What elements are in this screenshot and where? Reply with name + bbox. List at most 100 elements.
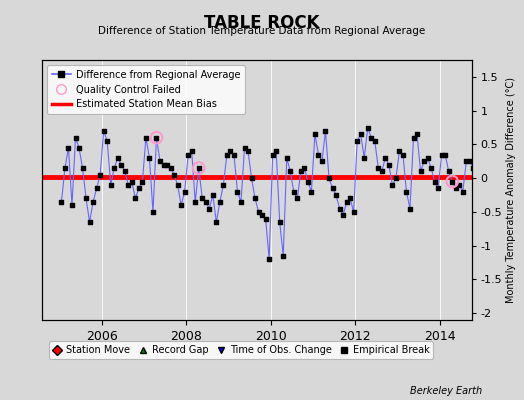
Point bbox=[100, 128, 108, 134]
Point bbox=[370, 138, 379, 144]
Point bbox=[121, 168, 129, 175]
Point bbox=[364, 124, 372, 131]
Point bbox=[307, 188, 315, 195]
Point bbox=[276, 219, 284, 225]
Point bbox=[452, 185, 460, 192]
Point bbox=[230, 151, 238, 158]
Point bbox=[321, 128, 330, 134]
Point bbox=[233, 188, 242, 195]
Point bbox=[448, 178, 456, 185]
Point bbox=[156, 158, 164, 164]
Point bbox=[378, 168, 386, 175]
Point bbox=[360, 155, 368, 161]
Point bbox=[64, 144, 73, 151]
Point bbox=[505, 175, 513, 181]
Point bbox=[254, 209, 263, 215]
Point bbox=[515, 205, 523, 212]
Point bbox=[180, 188, 189, 195]
Point bbox=[191, 199, 200, 205]
Point bbox=[138, 178, 147, 185]
Point bbox=[494, 168, 502, 175]
Point bbox=[395, 148, 403, 154]
Point bbox=[268, 151, 277, 158]
Point bbox=[487, 172, 495, 178]
Point bbox=[141, 134, 150, 141]
Point bbox=[350, 209, 358, 215]
Point bbox=[455, 182, 463, 188]
Point bbox=[198, 195, 206, 202]
Point bbox=[82, 195, 90, 202]
Y-axis label: Monthly Temperature Anomaly Difference (°C): Monthly Temperature Anomaly Difference (… bbox=[506, 77, 517, 303]
Point bbox=[173, 182, 182, 188]
Point bbox=[508, 178, 516, 185]
Point bbox=[434, 185, 442, 192]
Point bbox=[247, 175, 256, 181]
Point bbox=[367, 134, 376, 141]
Point bbox=[131, 195, 139, 202]
Point bbox=[167, 165, 175, 171]
Point bbox=[71, 134, 80, 141]
Point bbox=[469, 165, 477, 171]
Point bbox=[188, 148, 196, 154]
Point bbox=[272, 148, 280, 154]
Point bbox=[237, 199, 245, 205]
Point bbox=[462, 158, 471, 164]
Point bbox=[409, 134, 418, 141]
Text: Difference of Station Temperature Data from Regional Average: Difference of Station Temperature Data f… bbox=[99, 26, 425, 36]
Point bbox=[194, 165, 203, 171]
Point bbox=[57, 199, 66, 205]
Text: Berkeley Earth: Berkeley Earth bbox=[410, 386, 482, 396]
Point bbox=[261, 216, 270, 222]
Point bbox=[392, 175, 400, 181]
Point bbox=[427, 165, 435, 171]
Point bbox=[145, 155, 154, 161]
Point bbox=[311, 131, 319, 138]
Point bbox=[417, 168, 425, 175]
Point bbox=[226, 148, 235, 154]
Point bbox=[480, 158, 488, 164]
Text: TABLE ROCK: TABLE ROCK bbox=[204, 14, 320, 32]
Point bbox=[438, 151, 446, 158]
Point bbox=[300, 165, 309, 171]
Point bbox=[244, 148, 252, 154]
Point bbox=[124, 182, 133, 188]
Point bbox=[202, 199, 210, 205]
Point bbox=[413, 131, 421, 138]
Point bbox=[430, 178, 439, 185]
Point bbox=[402, 188, 411, 195]
Point bbox=[79, 165, 87, 171]
Point bbox=[152, 134, 161, 141]
Point bbox=[346, 195, 354, 202]
Point bbox=[205, 205, 213, 212]
Point bbox=[68, 202, 76, 208]
Point bbox=[385, 162, 393, 168]
Point bbox=[476, 155, 485, 161]
Point bbox=[241, 144, 249, 151]
Point bbox=[318, 158, 326, 164]
Point bbox=[184, 151, 192, 158]
Point bbox=[511, 182, 520, 188]
Legend: Difference from Regional Average, Quality Control Failed, Estimated Station Mean: Difference from Regional Average, Qualit… bbox=[47, 65, 245, 114]
Point bbox=[518, 209, 524, 215]
Point bbox=[106, 182, 115, 188]
Point bbox=[501, 168, 509, 175]
Point bbox=[314, 151, 323, 158]
Point bbox=[92, 185, 101, 192]
Point bbox=[159, 162, 168, 168]
Point bbox=[473, 155, 481, 161]
Point bbox=[223, 151, 231, 158]
Point bbox=[149, 209, 157, 215]
Point bbox=[212, 219, 221, 225]
Point bbox=[293, 195, 301, 202]
Point bbox=[490, 185, 499, 192]
Point bbox=[342, 199, 351, 205]
Point bbox=[522, 121, 524, 127]
Point bbox=[114, 155, 122, 161]
Point bbox=[216, 199, 224, 205]
Point bbox=[381, 155, 389, 161]
Point bbox=[96, 172, 104, 178]
Point bbox=[466, 158, 474, 164]
Point bbox=[399, 151, 407, 158]
Point bbox=[85, 219, 94, 225]
Point bbox=[219, 182, 227, 188]
